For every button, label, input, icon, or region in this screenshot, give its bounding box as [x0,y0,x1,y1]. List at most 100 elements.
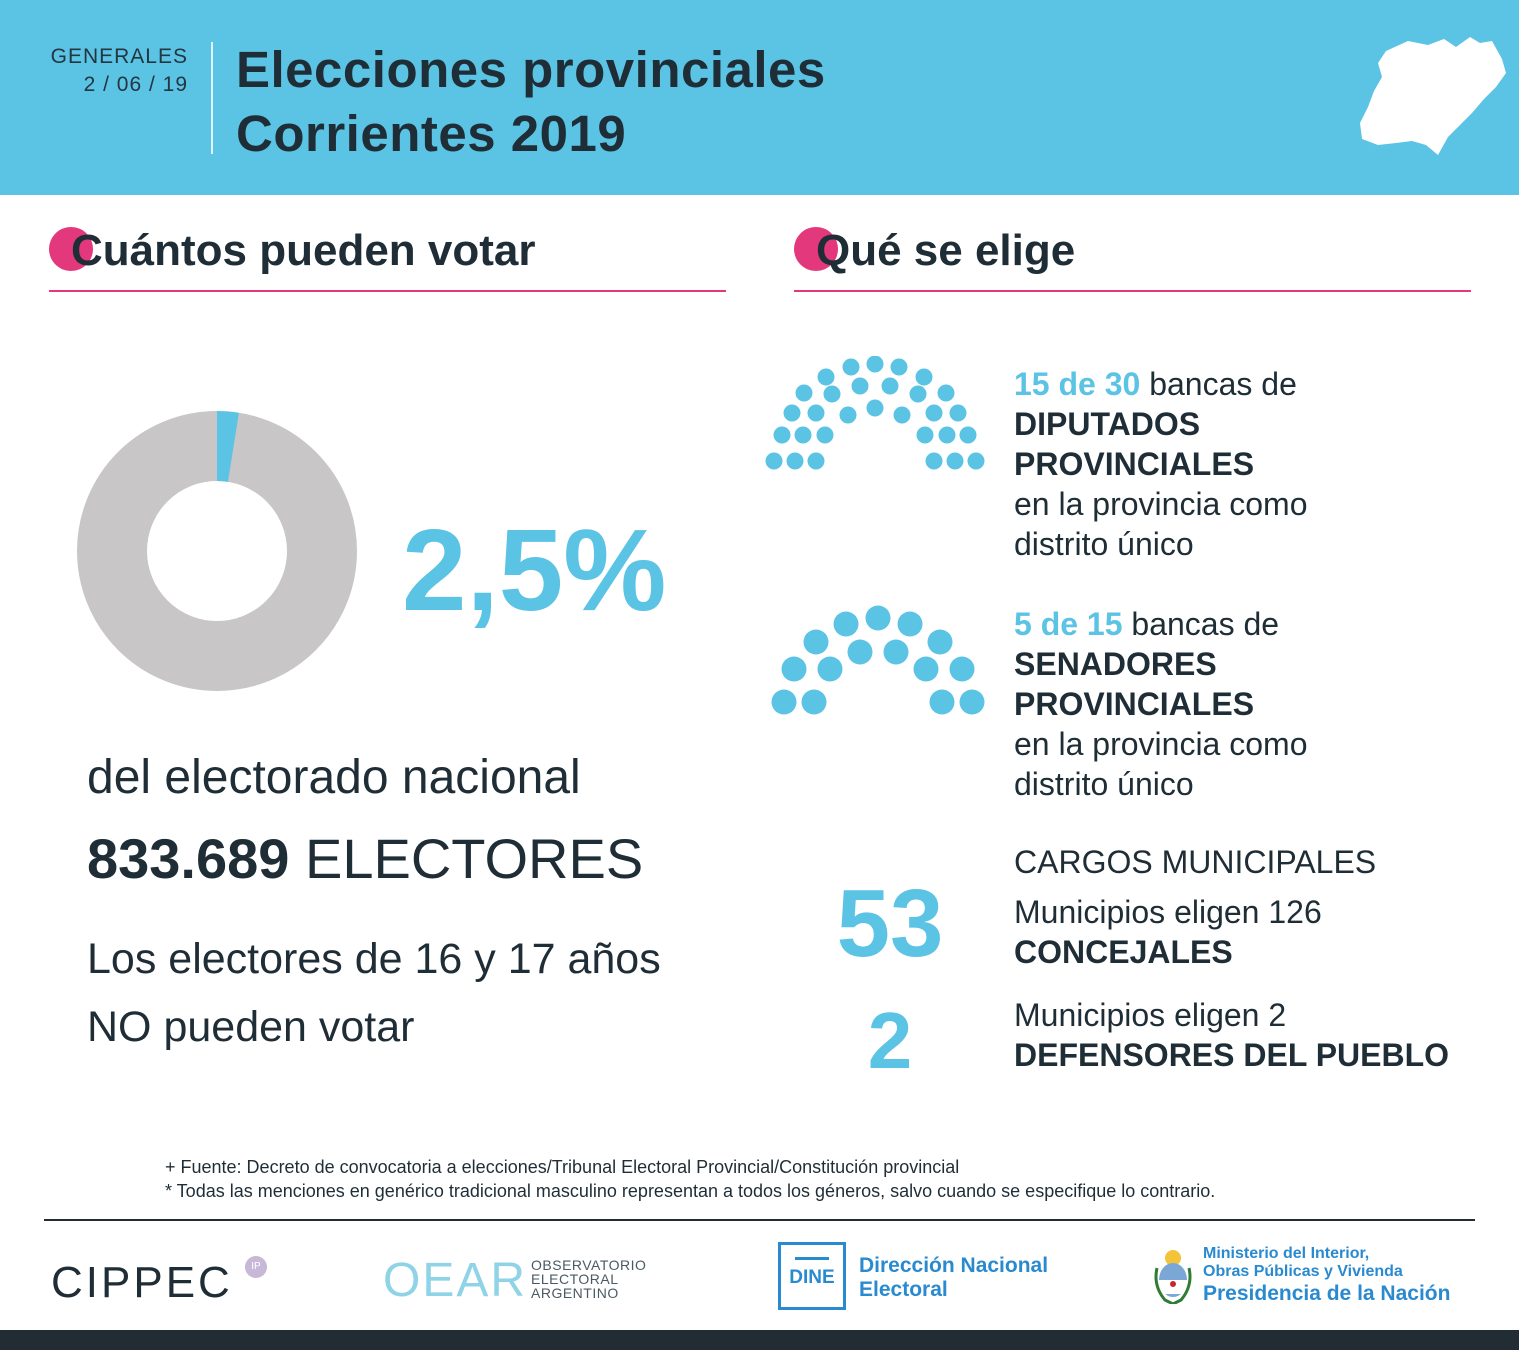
diputados-bold1: DIPUTADOS [1014,406,1201,442]
seat [847,639,873,665]
section-underline [794,290,1471,292]
age-restriction-note: Los electores de 16 y 17 años NO pueden … [87,925,661,1061]
diputados-bold2: PROVINCIALES [1014,446,1255,482]
ministry-line3: Presidencia de la Nación [1203,1282,1451,1305]
oear-subtitle: OBSERVATORIO ELECTORAL ARGENTINO [531,1258,646,1300]
electors-count: 833.689 ELECTORES [87,826,643,892]
seat [833,611,859,637]
senadores-highlight: 5 de 15 [1014,606,1123,642]
footnote-source: + Fuente: Decreto de convocatoria a elec… [165,1157,960,1177]
seat [937,384,955,402]
section-bullet [49,227,93,271]
percent-value: 2,5% [402,505,667,635]
seat [783,404,801,422]
seat [949,404,967,422]
concejales-description: Municipios eligen 126 CONCEJALES [1014,892,1322,972]
diputados-description: 15 de 30 bancas de DIPUTADOS PROVINCIALE… [1014,364,1307,564]
diputados-hemicycle-icon [765,356,985,470]
senadores-line3: en la provincia como [1014,726,1308,762]
seat [817,656,843,682]
footnotes: + Fuente: Decreto de convocatoria a elec… [165,1155,1215,1203]
seat [807,452,825,470]
senadores-bold2: PROVINCIALES [1014,686,1255,722]
national-coat-of-arms-icon [1154,1250,1192,1304]
defensores-line1: Municipios eligen 2 [1014,997,1287,1033]
seat [865,605,891,631]
seat [794,426,812,444]
footer-divider [44,1219,1475,1221]
cippec-badge-icon: IP [245,1256,267,1278]
defensores-description: Municipios eligen 2 DEFENSORES DEL PUEBL… [1014,995,1449,1075]
ministry-logo: Ministerio del Interior, Obras Públicas … [1203,1245,1450,1307]
election-type-label: GENERALES [50,45,188,68]
page-title-line2: Corrientes 2019 [236,105,627,162]
dine-logo: DINE [778,1242,846,1310]
diputados-suffix: bancas de [1140,366,1297,402]
electors-unit: ELECTORES [305,827,644,890]
concejales-number: 53 [836,870,944,977]
section-bullet [794,227,838,271]
oear-logo: OEAR [383,1254,528,1307]
seat [913,656,939,682]
seat [916,426,934,444]
section-title-offices: Qué se elige [816,226,1076,275]
senadores-hemicycle-icon [771,605,985,715]
section-title-voters: Cuántos pueden votar [71,226,536,275]
seat [883,639,909,665]
age-note-line1: Los electores de 16 y 17 años [87,935,661,983]
seat [807,404,825,422]
footnote-gender: * Todas las menciones en genérico tradic… [165,1181,1216,1201]
municipal-title: CARGOS MUNICIPALES [1014,844,1377,880]
concejales-line2: CONCEJALES [1014,934,1233,970]
seat [881,377,899,395]
seat [946,452,964,470]
dine-name: Dirección Nacional Electoral [859,1254,1048,1302]
header-divider [211,42,213,154]
seat [823,385,841,403]
diputados-highlight: 15 de 30 [1014,366,1141,402]
dine-logo-text: DINE [789,1267,835,1288]
section-heading-offices: Qué se elige [794,222,1471,294]
seat [795,384,813,402]
seat [803,629,829,655]
seat [959,689,985,715]
section-heading-voters: Cuántos pueden votar [49,222,726,294]
dine-logo-bar [795,1257,829,1260]
seat [938,426,956,444]
seat [890,358,908,376]
seat [915,368,933,386]
donut-track [77,411,357,691]
cippec-logo: CIPPEC [51,1258,233,1307]
seat [967,452,985,470]
seat [866,356,884,373]
senadores-description: 5 de 15 bancas de SENADORES PROVINCIALES… [1014,604,1307,804]
diputados-line1: 15 de 30 bancas de [1014,364,1307,404]
diputados-line4: distrito único [1014,526,1194,562]
defensores-number: 2 [867,996,913,1085]
seat [897,611,923,637]
seat [927,629,953,655]
senadores-suffix: bancas de [1122,606,1280,642]
seat [817,368,835,386]
senadores-line4: distrito único [1014,766,1194,802]
seat [781,656,807,682]
seat [765,452,783,470]
dine-name-line1: Dirección Nacional [859,1254,1049,1277]
seat [786,452,804,470]
election-date-value: 2 / 06 / 19 [83,73,188,96]
seat [949,656,975,682]
concejales-line1: Municipios eligen 126 [1014,894,1322,930]
section-underline [49,290,726,292]
seat [771,689,797,715]
seat [925,404,943,422]
seat [866,399,884,417]
senadores-line1: 5 de 15 bancas de [1014,604,1307,644]
oear-sub-line1: OBSERVATORIO [531,1257,647,1273]
seat [801,689,827,715]
corrientes-map-icon [1360,37,1506,155]
electorate-donut-chart [77,411,357,691]
seat [925,452,943,470]
dine-name-line2: Electoral [859,1278,948,1301]
seat [839,406,857,424]
electors-number: 833.689 [87,827,290,890]
